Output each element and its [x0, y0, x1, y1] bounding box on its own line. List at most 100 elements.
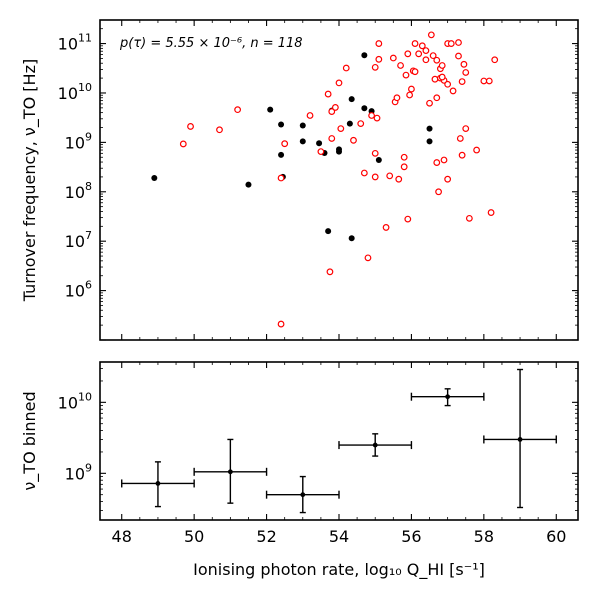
data-point-red — [404, 50, 412, 58]
top-annotation: p(τ) = 5.55 × 10⁻⁶, n = 118 — [119, 36, 303, 51]
data-point-red — [382, 224, 390, 231]
data-point-red — [335, 79, 343, 87]
data-point-red — [460, 60, 468, 68]
bottom-y-axis-label: ν_TO binned — [20, 391, 40, 490]
data-point-red — [480, 77, 488, 85]
data-point-red — [433, 94, 441, 102]
data-point-red — [328, 108, 336, 115]
data-point-red — [277, 174, 285, 182]
data-point-red — [444, 80, 452, 88]
data-point-red — [429, 52, 437, 60]
data-point-red — [216, 126, 223, 134]
data-point-red — [411, 68, 419, 76]
data-point-black — [325, 228, 332, 235]
data-point-red — [306, 112, 314, 119]
data-point-red — [491, 56, 499, 64]
data-point-red — [449, 87, 457, 95]
data-point-red — [404, 215, 412, 223]
data-point-red — [234, 106, 242, 114]
data-point-red — [393, 94, 401, 102]
binned-point — [155, 481, 161, 486]
data-point-black — [267, 106, 274, 113]
x-tick-label: 58 — [474, 527, 494, 546]
binned-point — [372, 442, 378, 448]
data-point-red — [360, 169, 368, 177]
data-point-black — [426, 125, 433, 132]
data-point-black — [348, 96, 355, 103]
y-tick-label: 1011 — [58, 32, 92, 54]
data-point-red — [397, 62, 404, 69]
data-point-red — [400, 163, 408, 171]
x-tick-label: 60 — [546, 527, 566, 546]
data-point-red — [400, 153, 408, 161]
data-point-black — [278, 151, 285, 158]
data-point-red — [371, 149, 379, 157]
binned-point — [227, 469, 233, 475]
data-point-black — [348, 235, 355, 242]
bottom-ticks: 48 50 52 54 56 58 60 109 1010 — [58, 362, 578, 546]
data-point-red — [458, 78, 466, 85]
data-point-red — [371, 63, 379, 71]
x-tick-label: 52 — [256, 527, 276, 546]
data-point-red — [438, 73, 446, 81]
data-point-red — [422, 47, 430, 55]
data-point-red — [337, 125, 345, 133]
data-point-black — [375, 156, 382, 163]
data-point-red — [179, 140, 187, 148]
data-point-black — [316, 140, 323, 147]
data-point-red — [326, 268, 334, 276]
data-point-red — [328, 135, 336, 142]
binned-point — [445, 394, 451, 400]
data-point-red — [462, 125, 470, 133]
data-point-red — [402, 71, 410, 79]
data-point-red — [375, 40, 383, 47]
data-point-red — [350, 136, 357, 144]
data-point-black — [426, 138, 433, 145]
data-point-red — [373, 114, 381, 122]
data-point-red — [456, 135, 464, 142]
data-point-red — [447, 40, 455, 47]
data-point-red — [368, 112, 375, 119]
y-tick-label: 107 — [65, 229, 92, 251]
y-tick-label: 109 — [65, 130, 92, 152]
data-point-red — [418, 42, 426, 50]
data-point-red — [431, 75, 439, 83]
top-data-points — [151, 31, 499, 328]
data-point-red — [465, 214, 473, 222]
data-point-red — [473, 146, 481, 154]
data-point-black — [278, 121, 285, 128]
data-point-red — [395, 175, 403, 183]
x-tick-label: 50 — [184, 527, 204, 546]
x-tick-label: 56 — [401, 527, 421, 546]
x-tick-label: 48 — [112, 527, 132, 546]
data-point-red — [317, 148, 325, 156]
data-point-red — [357, 120, 365, 127]
bottom-binned-points — [121, 368, 557, 514]
top-ticks: 106 107 108 109 1010 1011 — [58, 19, 578, 341]
data-point-red — [426, 99, 433, 107]
binned-point — [517, 437, 523, 442]
data-point-red — [277, 320, 285, 328]
binned-point — [300, 492, 306, 498]
x-tick-label: 54 — [329, 527, 349, 546]
data-point-black — [361, 52, 368, 59]
data-point-black — [299, 138, 306, 145]
data-point-red — [435, 188, 442, 196]
data-point-black — [245, 181, 252, 188]
data-point-red — [364, 254, 372, 262]
data-point-black — [361, 105, 368, 112]
data-point-red — [485, 77, 493, 85]
y-tick-label: 108 — [65, 180, 92, 202]
data-point-red — [406, 91, 414, 99]
data-point-red — [433, 159, 441, 166]
data-point-red — [433, 56, 441, 64]
data-point-black — [299, 122, 306, 129]
data-point-red — [444, 175, 452, 183]
y-tick-label: 106 — [65, 279, 92, 301]
bottom-panel: 48 50 52 54 56 58 60 109 1010 ν_TO binned Ionisi… — [20, 361, 579, 580]
data-point-red — [427, 31, 435, 39]
top-y-axis-label: Turnover frequency, ν_TO [Hz] — [20, 59, 40, 302]
data-point-black — [336, 148, 342, 155]
y-tick-label: 109 — [65, 461, 92, 483]
